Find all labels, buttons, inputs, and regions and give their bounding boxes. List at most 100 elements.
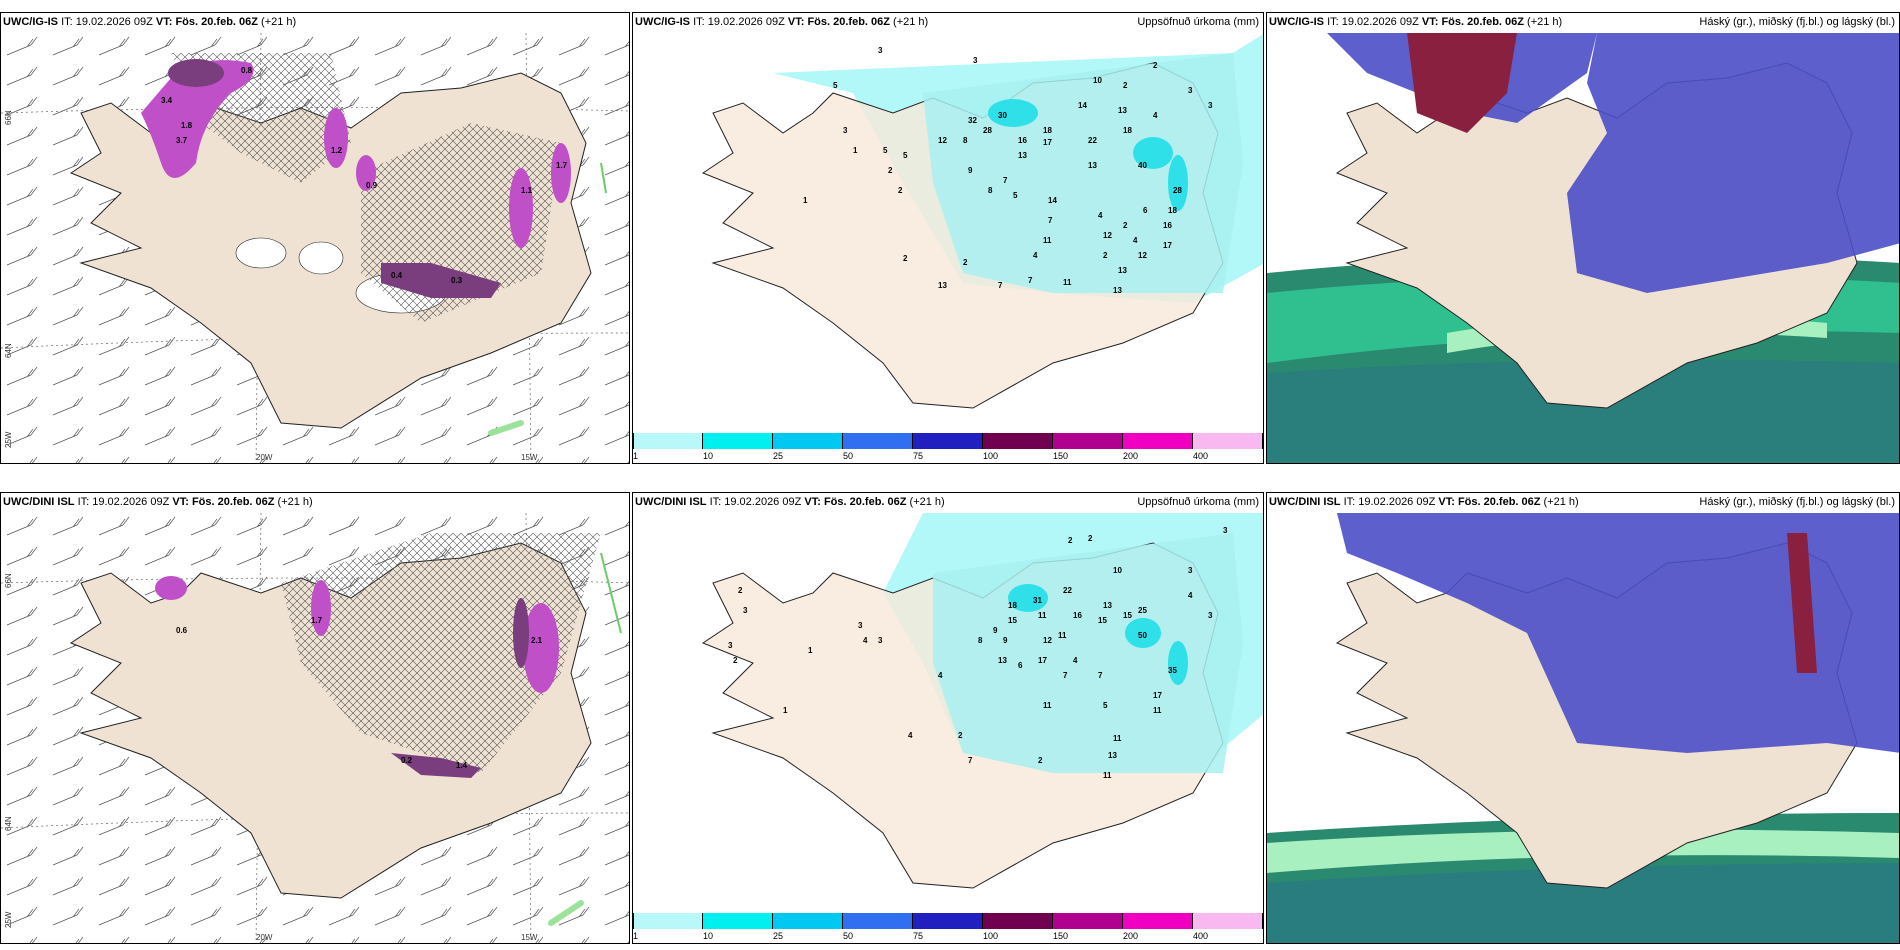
cb-swatch: [1193, 433, 1263, 449]
svg-text:12: 12: [1103, 231, 1112, 240]
cb-swatch: [773, 433, 843, 449]
wind-snow-map[interactable]: 0.6 1.7 2.1 0.2 1.4: [1, 513, 630, 944]
svg-text:4: 4: [908, 731, 913, 740]
svg-text:5: 5: [1103, 701, 1108, 710]
svg-text:16: 16: [1163, 221, 1172, 230]
cb-tick: 150: [1053, 451, 1069, 461]
cb-swatch: [843, 913, 913, 929]
cb-swatch: [1123, 913, 1193, 929]
lat-label-66n: 66N: [4, 573, 13, 588]
colorbar: 1 10 25 50 75 100 150 200 400: [633, 433, 1263, 461]
svg-text:11: 11: [1038, 611, 1047, 620]
lat-label-25w: 25W: [4, 911, 13, 928]
svg-text:3: 3: [973, 56, 978, 65]
svg-text:3: 3: [728, 641, 733, 650]
svg-text:4: 4: [1098, 211, 1103, 220]
svg-text:0.8: 0.8: [241, 66, 253, 75]
svg-text:2: 2: [1123, 81, 1128, 90]
cb-tick: 1: [633, 451, 639, 461]
cloud-map[interactable]: [1267, 33, 1900, 464]
svg-text:2: 2: [1153, 61, 1158, 70]
svg-text:4: 4: [1188, 591, 1193, 600]
svg-text:17: 17: [1043, 138, 1052, 147]
svg-text:9: 9: [968, 166, 973, 175]
svg-text:2: 2: [1123, 221, 1128, 230]
svg-text:2: 2: [1103, 251, 1108, 260]
svg-text:17: 17: [1153, 691, 1162, 700]
cb-swatch: [983, 913, 1053, 929]
svg-text:50: 50: [1138, 631, 1147, 640]
svg-text:31: 31: [1033, 596, 1042, 605]
cb-swatch: [633, 913, 703, 929]
svg-text:11: 11: [1043, 236, 1052, 245]
cb-swatch: [913, 433, 983, 449]
precip-map[interactable]: 2 2 3 3 10 31 22 16 13 15 25 15 11 18 11…: [633, 513, 1264, 913]
precip-map[interactable]: 3 3 5 10 2 3 3 30 14 13 32 28 18 16 17 2…: [633, 33, 1264, 433]
panel-wind-snow-igis: UWC/IG-IS IT: 19.02.2026 09Z VT: Fös. 20…: [0, 12, 630, 464]
svg-text:2: 2: [903, 254, 908, 263]
svg-text:0.2: 0.2: [401, 756, 413, 765]
svg-text:4: 4: [1153, 111, 1158, 120]
panel-title: UWC/DINI ISL IT: 19.02.2026 09Z VT: Fös.…: [3, 496, 313, 508]
svg-text:1: 1: [783, 706, 788, 715]
lat-label-64n: 64N: [4, 816, 13, 831]
svg-text:2: 2: [958, 731, 963, 740]
cb-swatch: [703, 913, 773, 929]
svg-text:8: 8: [988, 186, 993, 195]
svg-text:3: 3: [1188, 566, 1193, 575]
svg-text:5: 5: [903, 151, 908, 160]
svg-text:18: 18: [1008, 601, 1017, 610]
cb-tick: 75: [913, 451, 924, 461]
svg-text:3: 3: [858, 621, 863, 630]
svg-text:5: 5: [833, 81, 838, 90]
svg-text:8: 8: [978, 636, 983, 645]
panel-title: UWC/IG-IS IT: 19.02.2026 09Z VT: Fös. 20…: [635, 16, 929, 28]
svg-text:4: 4: [1133, 236, 1138, 245]
cb-swatch: [1123, 433, 1193, 449]
svg-text:13: 13: [1108, 751, 1117, 760]
svg-text:6: 6: [1143, 206, 1148, 215]
svg-text:13: 13: [1118, 266, 1127, 275]
precip-title: Uppsöfnuð úrkoma (mm): [1137, 496, 1259, 508]
cloud-map[interactable]: [1267, 513, 1900, 944]
lon-label-20w: 20W: [256, 933, 273, 942]
svg-text:0.3: 0.3: [451, 276, 463, 285]
cb-tick: 25: [773, 451, 784, 461]
svg-text:3: 3: [743, 606, 748, 615]
cb-swatch: [983, 433, 1053, 449]
panel-precip-dini: UWC/DINI ISL IT: 19.02.2026 09Z VT: Fös.…: [632, 492, 1264, 944]
lat-label-25w: 25W: [4, 431, 13, 448]
cloud-title: Háský (gr.), miðský (fj.bl.) og lágský (…: [1699, 16, 1895, 28]
panel-title: UWC/DINI ISL IT: 19.02.2026 09Z VT: Fös.…: [1269, 496, 1579, 508]
svg-text:1: 1: [853, 146, 858, 155]
svg-text:2.1: 2.1: [531, 636, 543, 645]
wind-snow-map[interactable]: 3.4 0.8 1.8 3.7 1.2 0.9 0.4 0.3 1.1 1.7: [1, 33, 630, 464]
svg-text:7: 7: [968, 756, 973, 765]
cb-tick: 75: [913, 931, 924, 941]
svg-text:7: 7: [1028, 276, 1033, 285]
svg-text:1: 1: [808, 646, 813, 655]
svg-text:13: 13: [998, 656, 1007, 665]
svg-text:3: 3: [1208, 611, 1213, 620]
precip-labels: 3 3 5 10 2 3 3 30 14 13 32 28 18 16 17 2…: [803, 46, 1213, 295]
svg-text:3: 3: [878, 46, 883, 55]
svg-text:4: 4: [938, 671, 943, 680]
svg-text:4: 4: [863, 636, 868, 645]
svg-text:11: 11: [1058, 631, 1067, 640]
svg-text:13: 13: [938, 281, 947, 290]
svg-text:0.9: 0.9: [366, 181, 378, 190]
svg-text:2: 2: [1068, 536, 1073, 545]
svg-text:1.1: 1.1: [521, 186, 533, 195]
svg-text:3.7: 3.7: [176, 136, 188, 145]
cb-swatch: [913, 913, 983, 929]
cb-swatch: [1053, 913, 1123, 929]
cb-tick: 100: [983, 451, 999, 461]
svg-text:32: 32: [968, 116, 977, 125]
svg-text:0.6: 0.6: [176, 626, 188, 635]
svg-text:3: 3: [1223, 526, 1228, 535]
svg-text:30: 30: [998, 111, 1007, 120]
lon-label-20w: 20W: [256, 453, 273, 462]
svg-text:11: 11: [1153, 706, 1162, 715]
panel-wind-snow-dini: UWC/DINI ISL IT: 19.02.2026 09Z VT: Fös.…: [0, 492, 630, 944]
cb-tick: 50: [843, 451, 854, 461]
